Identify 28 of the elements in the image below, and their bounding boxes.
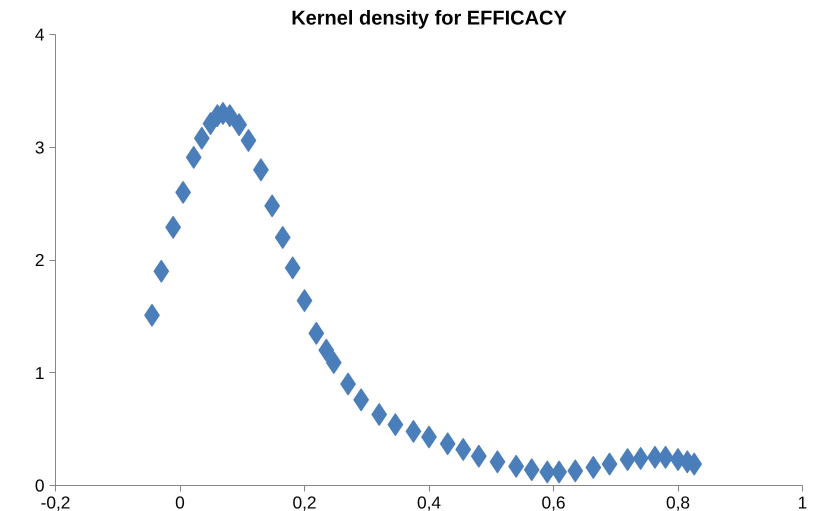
point (326, 351, 342, 374)
x-tick-label: -0,2 (40, 492, 70, 511)
point (440, 432, 456, 456)
y-tick-label: 4 (34, 24, 45, 44)
x-tick-label: 0,8 (666, 492, 690, 511)
point (455, 438, 472, 461)
x-tick-label: 0,6 (541, 492, 566, 511)
point (186, 146, 202, 169)
point (318, 338, 334, 362)
y-tick-label: 3 (34, 137, 45, 158)
point (567, 459, 584, 482)
point (470, 444, 487, 468)
y-tick-label: 0 (34, 476, 45, 496)
point (153, 260, 170, 283)
y-tick-label: 2 (34, 250, 45, 270)
x-tick-label: 0,2 (292, 492, 317, 511)
point (524, 458, 540, 482)
y-tick-label: 1 (34, 362, 45, 383)
point (308, 322, 324, 345)
point (539, 460, 556, 484)
x-tick-label: 1 (798, 492, 808, 511)
point (284, 256, 301, 280)
point (371, 402, 388, 426)
x-tick-label: 0 (175, 492, 185, 511)
x-tick-label: 0,4 (416, 492, 442, 511)
chart-title: Kernel density for EFFICACY (291, 8, 568, 30)
point (194, 126, 210, 150)
point (274, 226, 291, 249)
